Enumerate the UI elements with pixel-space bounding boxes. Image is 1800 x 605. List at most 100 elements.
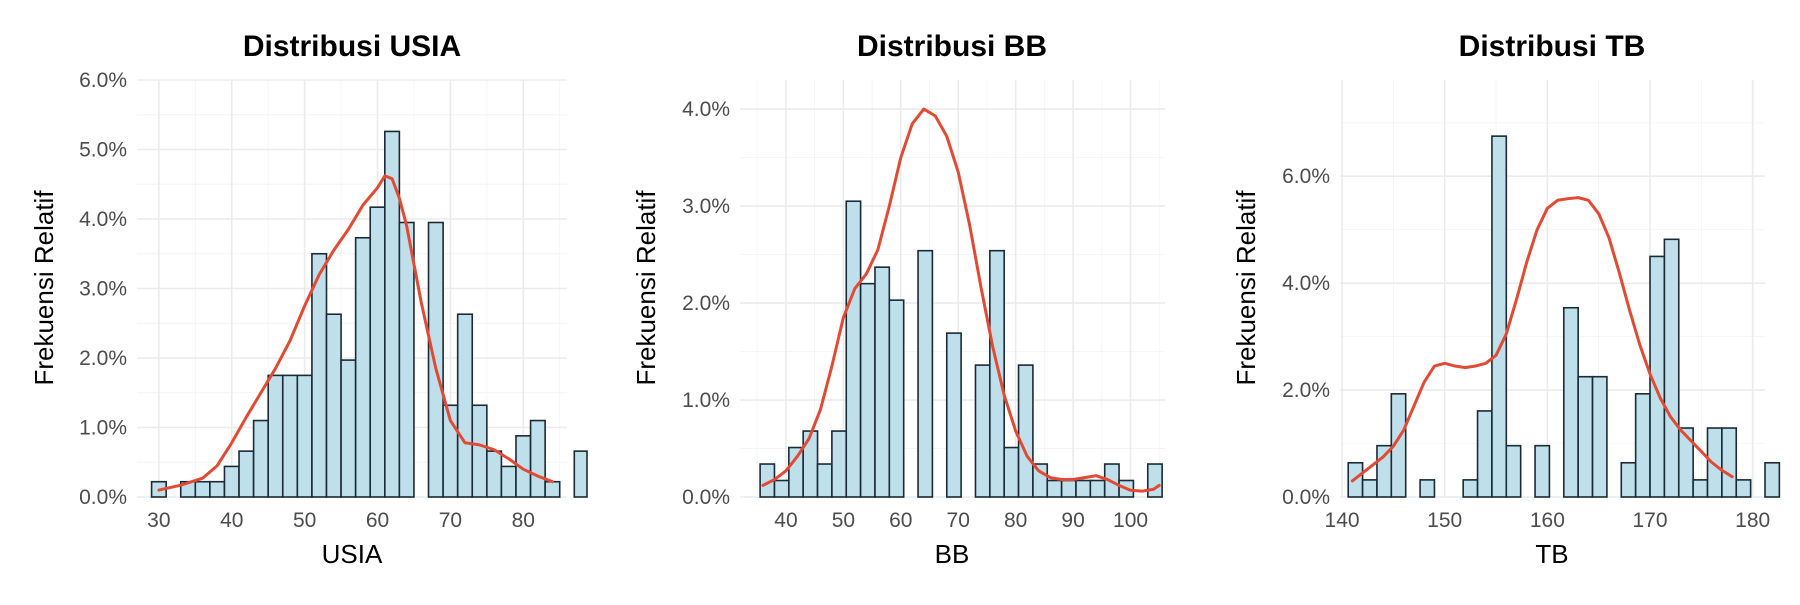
x-tick-label: 60 (366, 509, 389, 532)
histogram-bar (945, 332, 962, 498)
histogram-bar (1620, 461, 1637, 498)
histogram-bar (223, 465, 240, 498)
y-tick-label: 1.0% (682, 389, 730, 412)
histogram-bar (383, 130, 401, 498)
x-tick-label: 140 (1325, 509, 1360, 532)
histogram-bar (802, 430, 819, 498)
histogram-bar (1390, 393, 1407, 498)
histogram-bar (845, 200, 862, 498)
histogram-bar (471, 404, 488, 498)
histogram-bar (311, 252, 328, 498)
y-axis-label: Frekuensi Relatif (29, 190, 59, 386)
histogram-bar (209, 480, 226, 498)
y-tick-label: 3.0% (682, 195, 730, 218)
histogram-bar (1476, 410, 1493, 498)
x-tick-label: 100 (1113, 509, 1148, 532)
histogram-bar (296, 374, 313, 498)
histogram-bar (788, 446, 804, 498)
x-tick-label: 150 (1427, 509, 1462, 532)
histogram-bars (759, 200, 1163, 498)
histogram-bar (1376, 444, 1393, 498)
x-tick-label: 70 (439, 509, 462, 532)
histogram-bar (1089, 479, 1106, 498)
histogram-bar (816, 463, 833, 498)
y-tick-label: 4.0% (79, 208, 127, 231)
histogram-bar (369, 206, 386, 498)
y-tick-label: 0.0% (682, 486, 730, 509)
histogram-bar (1721, 427, 1738, 498)
histogram-bar (1577, 375, 1594, 498)
x-tick-label: 70 (947, 509, 970, 532)
y-tick-label: 2.0% (79, 347, 127, 370)
histogram-bar (1146, 463, 1163, 498)
histogram-bar (989, 249, 1005, 498)
x-tick-label: 180 (1735, 509, 1770, 532)
y-tick-label: 1.0% (79, 417, 127, 440)
y-tick-label: 4.0% (1282, 272, 1330, 295)
histogram-bar (267, 374, 284, 498)
y-tick-label: 6.0% (1282, 165, 1330, 188)
histogram-bar (888, 299, 905, 498)
y-tick-label: 2.0% (682, 292, 730, 315)
chart-title: Distribusi BB (857, 30, 1047, 63)
histogram-bar (325, 313, 342, 498)
histogram-bar (1361, 479, 1378, 498)
histogram-bar (1562, 306, 1579, 498)
histogram-bar (354, 236, 372, 498)
histogram-bar (917, 249, 934, 498)
y-tick-label: 5.0% (79, 139, 127, 162)
x-tick-label: 160 (1530, 509, 1565, 532)
y-axis-label: Frekuensi Relatif (631, 190, 661, 386)
histogram-bar (1046, 479, 1063, 498)
x-axis-label: TB (1535, 539, 1568, 569)
histogram-bars (150, 130, 588, 498)
histogram-bar (1692, 479, 1709, 498)
histogram-bar (1663, 238, 1680, 498)
histogram-bar (1505, 444, 1522, 498)
x-tick-label: 40 (774, 509, 797, 532)
histogram-bar (427, 221, 444, 498)
histogram-bars (1347, 135, 1781, 498)
histogram-bar (1677, 427, 1694, 498)
histogram-bar (1534, 444, 1551, 498)
histogram-bar (340, 359, 357, 498)
histogram-bar (573, 450, 588, 498)
tick-labels: 30 40 50 60 70 80 0.0% 1.0% 2.0% 3.0% 4.0% 5.0% 6.0% (79, 69, 535, 532)
histogram-bar (874, 266, 891, 498)
histogram-bar (1591, 375, 1608, 498)
histogram-bar (831, 430, 848, 498)
x-tick-label: 80 (1004, 509, 1027, 532)
histogram-bar (1419, 479, 1436, 498)
histogram-bar (1491, 135, 1508, 498)
grid (137, 79, 567, 498)
histogram-bar (859, 282, 876, 498)
tick-labels: 140 150 160 170 180 0.0% 2.0% 4.0% 6.0% (1282, 165, 1770, 532)
histogram-bar (1462, 479, 1479, 498)
density-curve (157, 174, 554, 492)
y-tick-label: 0.0% (79, 486, 127, 509)
y-tick-label: 0.0% (1282, 486, 1330, 509)
histogram-bar (1735, 479, 1752, 498)
histogram-bar (544, 480, 561, 498)
histogram-bar (974, 364, 991, 498)
panel-tb: Distribusi TB TB Frekuensi Relatif 140 15… (1231, 30, 1781, 569)
x-tick-label: 50 (293, 509, 316, 532)
histogram-bar (281, 374, 299, 498)
histogram-bar (486, 450, 503, 498)
histogram-bar (456, 313, 474, 498)
x-tick-label: 90 (1061, 509, 1084, 532)
histogram-bar (1017, 364, 1034, 498)
x-tick-label: 170 (1632, 509, 1667, 532)
histogram-bar (1003, 446, 1020, 498)
density-curve (761, 107, 1161, 493)
histogram-bar (500, 465, 517, 498)
histogram-bar (1060, 479, 1077, 498)
x-tick-label: 50 (832, 509, 855, 532)
y-axis-label: Frekuensi Relatif (1231, 190, 1261, 386)
histogram-bar (1032, 463, 1049, 498)
histogram-bar (398, 221, 415, 498)
histogram-bar (238, 450, 255, 498)
y-tick-label: 4.0% (682, 98, 730, 121)
